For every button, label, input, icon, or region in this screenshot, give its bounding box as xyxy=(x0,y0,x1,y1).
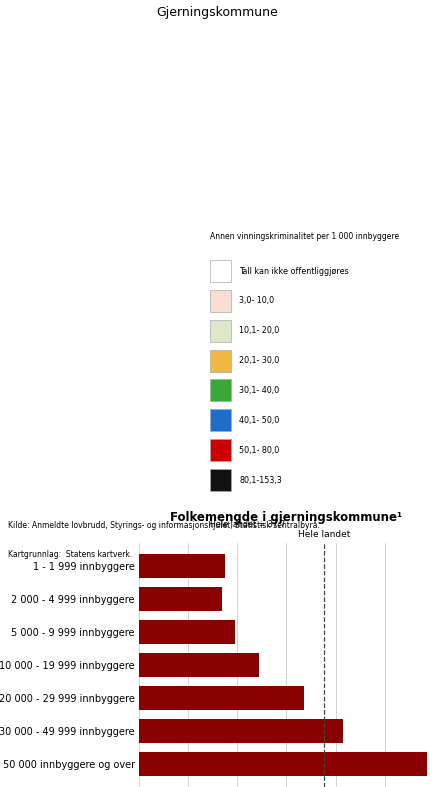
FancyBboxPatch shape xyxy=(210,349,231,371)
Bar xyxy=(139,686,304,710)
Title: Folkemengde i gjerningskommune¹: Folkemengde i gjerningskommune¹ xyxy=(171,512,402,524)
Text: 50,1- 80,0: 50,1- 80,0 xyxy=(239,445,279,455)
Text: Uoppgitt kommune (gjennomsnitt) = 124: Uoppgitt kommune (gjennomsnitt) = 124 xyxy=(210,581,377,590)
Text: Kartgrunnlag:  Statens kartverk.: Kartgrunnlag: Statens kartverk. xyxy=(8,550,132,560)
Bar xyxy=(139,620,235,644)
Text: Hele landet = 37,7: Hele landet = 37,7 xyxy=(210,520,286,530)
Bar xyxy=(139,653,260,677)
FancyBboxPatch shape xyxy=(210,320,231,342)
Bar xyxy=(139,587,221,611)
Text: 3,0- 10,0: 3,0- 10,0 xyxy=(239,297,274,305)
Text: Hele landet: Hele landet xyxy=(298,530,351,539)
Bar xyxy=(139,752,427,776)
FancyBboxPatch shape xyxy=(210,290,231,312)
Text: Annen vinningskriminalitet per 1 000 innbyggere: Annen vinningskriminalitet per 1 000 inn… xyxy=(210,232,400,241)
FancyBboxPatch shape xyxy=(210,379,231,401)
Text: 20,1- 30,0: 20,1- 30,0 xyxy=(239,357,279,365)
Text: N (gjennomsnitt) = 176 297: N (gjennomsnitt) = 176 297 xyxy=(210,551,323,560)
Text: 80,1-153,3: 80,1-153,3 xyxy=(239,475,282,485)
FancyBboxPatch shape xyxy=(210,469,231,491)
FancyBboxPatch shape xyxy=(210,260,231,282)
Text: Tall kan ikke offentliggjøres: Tall kan ikke offentliggjøres xyxy=(239,267,349,275)
Title: Gjerningskommune: Gjerningskommune xyxy=(156,6,278,19)
FancyBboxPatch shape xyxy=(210,409,231,431)
FancyBboxPatch shape xyxy=(210,439,231,461)
Text: Kilde: Anmeldte lovbrudd, Styrings- og informasjonshjulet, Statistisk sentralbyr: Kilde: Anmeldte lovbrudd, Styrings- og i… xyxy=(8,520,320,530)
Text: 40,1- 50,0: 40,1- 50,0 xyxy=(239,416,279,425)
Bar xyxy=(139,719,343,743)
Text: 10,1- 20,0: 10,1- 20,0 xyxy=(239,327,279,335)
Bar xyxy=(139,555,225,578)
Text: 30,1- 40,0: 30,1- 40,0 xyxy=(239,386,279,395)
